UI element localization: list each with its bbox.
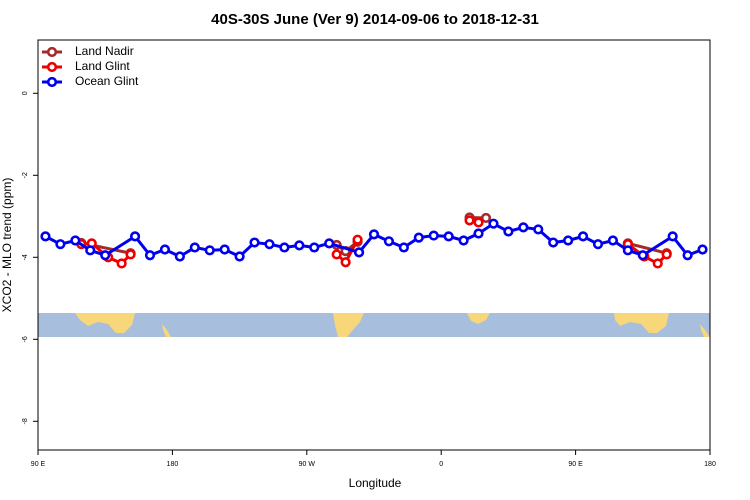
point [264, 239, 275, 250]
map-band [38, 313, 710, 337]
y-tick-label: -8 [22, 418, 29, 424]
legend-marker [46, 46, 58, 58]
point [473, 228, 484, 239]
point [383, 236, 395, 247]
point [159, 244, 171, 255]
point [189, 242, 200, 253]
x-tick-label: 0 [439, 461, 443, 468]
point [488, 218, 499, 229]
point [398, 242, 409, 253]
point [428, 230, 439, 241]
point [309, 242, 320, 253]
point [592, 239, 604, 250]
point [652, 258, 663, 269]
x-axis-label: Longitude [349, 476, 402, 490]
point [249, 237, 260, 248]
point [577, 231, 589, 242]
y-tick-label: -6 [22, 336, 29, 342]
point [174, 251, 185, 262]
x-tick-label: 180 [704, 461, 716, 468]
point [458, 235, 469, 246]
point [533, 224, 544, 235]
y-axis-label: XCO2 - MLO trend (ppm) [0, 178, 14, 313]
point [518, 222, 529, 233]
series-line [44, 221, 704, 259]
point [563, 235, 574, 246]
y-tick-label: -4 [22, 254, 29, 260]
legend-marker [46, 61, 58, 73]
point [340, 257, 351, 268]
point [144, 250, 156, 261]
point [667, 231, 678, 242]
point [548, 237, 559, 248]
x-tick-label: 90 W [299, 461, 316, 468]
point [219, 244, 230, 255]
x-tick-label: 90 E [31, 461, 46, 468]
legend-marker [46, 76, 58, 88]
point [234, 251, 245, 262]
point [116, 258, 127, 269]
point [352, 234, 363, 245]
point [473, 217, 484, 228]
point [55, 239, 66, 250]
point [324, 238, 335, 249]
point [294, 240, 305, 251]
point [697, 244, 708, 255]
point [100, 250, 111, 261]
legend-label: Land Glint [75, 59, 130, 73]
point [125, 249, 136, 260]
chart-title: 40S-30S June (Ver 9) 2014-09-06 to 2018-… [211, 11, 539, 28]
point [607, 235, 619, 246]
point [480, 212, 492, 224]
point [129, 231, 141, 242]
x-tick-label: 180 [167, 461, 179, 468]
point [503, 226, 514, 237]
point [331, 249, 342, 260]
point [413, 232, 424, 243]
point [661, 249, 672, 260]
legend-label: Land Nadir [75, 44, 134, 58]
point [70, 235, 81, 246]
point [464, 215, 475, 226]
y-tick-label: -2 [22, 172, 29, 178]
point [40, 231, 51, 242]
point [682, 250, 693, 261]
plot-frame [37, 39, 711, 451]
point [204, 245, 215, 256]
point [279, 242, 290, 253]
y-tick-label: 0 [22, 91, 29, 95]
x-tick-label: 90 E [568, 461, 583, 468]
series-line [81, 218, 668, 266]
point [85, 245, 96, 256]
point [368, 229, 380, 240]
point [443, 231, 454, 242]
legend-label: Ocean Glint [75, 74, 139, 88]
point [637, 250, 648, 261]
point [353, 247, 365, 258]
point [622, 245, 633, 256]
